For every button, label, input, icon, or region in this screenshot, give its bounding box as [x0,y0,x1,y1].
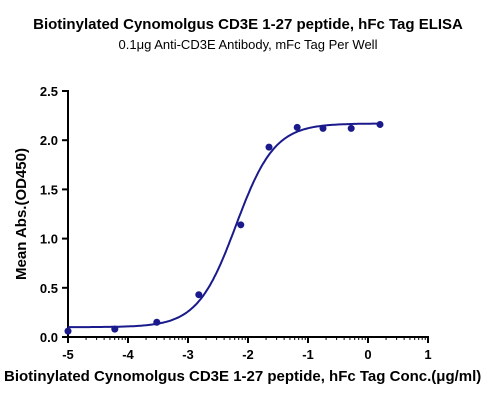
data-point [195,291,203,299]
x-tick-label: -1 [302,347,314,362]
y-tick-label: 2.0 [40,133,58,148]
y-tick-label: 2.5 [40,84,58,99]
data-point [293,123,301,131]
x-tick-label: -5 [62,347,74,362]
y-tick-label: 1.0 [40,232,58,247]
y-tick-label: 1.5 [40,182,58,197]
data-point [319,124,327,132]
x-tick-label: 0 [364,347,371,362]
x-axis-label: Biotinylated Cynomolgus CD3E 1-27 peptid… [4,368,481,385]
y-axis-label: Mean Abs.(OD450) [13,148,30,280]
x-tick-label: -2 [242,347,254,362]
data-point [237,221,245,229]
chart-title: Biotinylated Cynomolgus CD3E 1-27 peptid… [33,16,463,33]
y-tick-label: 0.5 [40,281,58,296]
y-tick-label: 0.0 [40,330,58,345]
data-point [153,318,161,326]
data-point [376,120,384,128]
data-point [265,143,273,151]
data-point [111,325,119,333]
x-tick-label: -3 [182,347,194,362]
y-axis-ticks: 0.0 0.5 1.0 1.5 2.0 2.5 [40,84,68,345]
data-point [64,327,72,335]
fit-curve [68,122,380,329]
x-tick-label: 1 [424,347,431,362]
x-axis-ticks: -5 -4 -3 -2 -1 0 1 [62,337,432,362]
data-points [64,120,384,335]
chart-subtitle: 0.1μg Anti-CD3E Antibody, mFc Tag Per We… [119,37,378,52]
x-tick-label: -4 [122,347,134,362]
data-point [347,124,355,132]
